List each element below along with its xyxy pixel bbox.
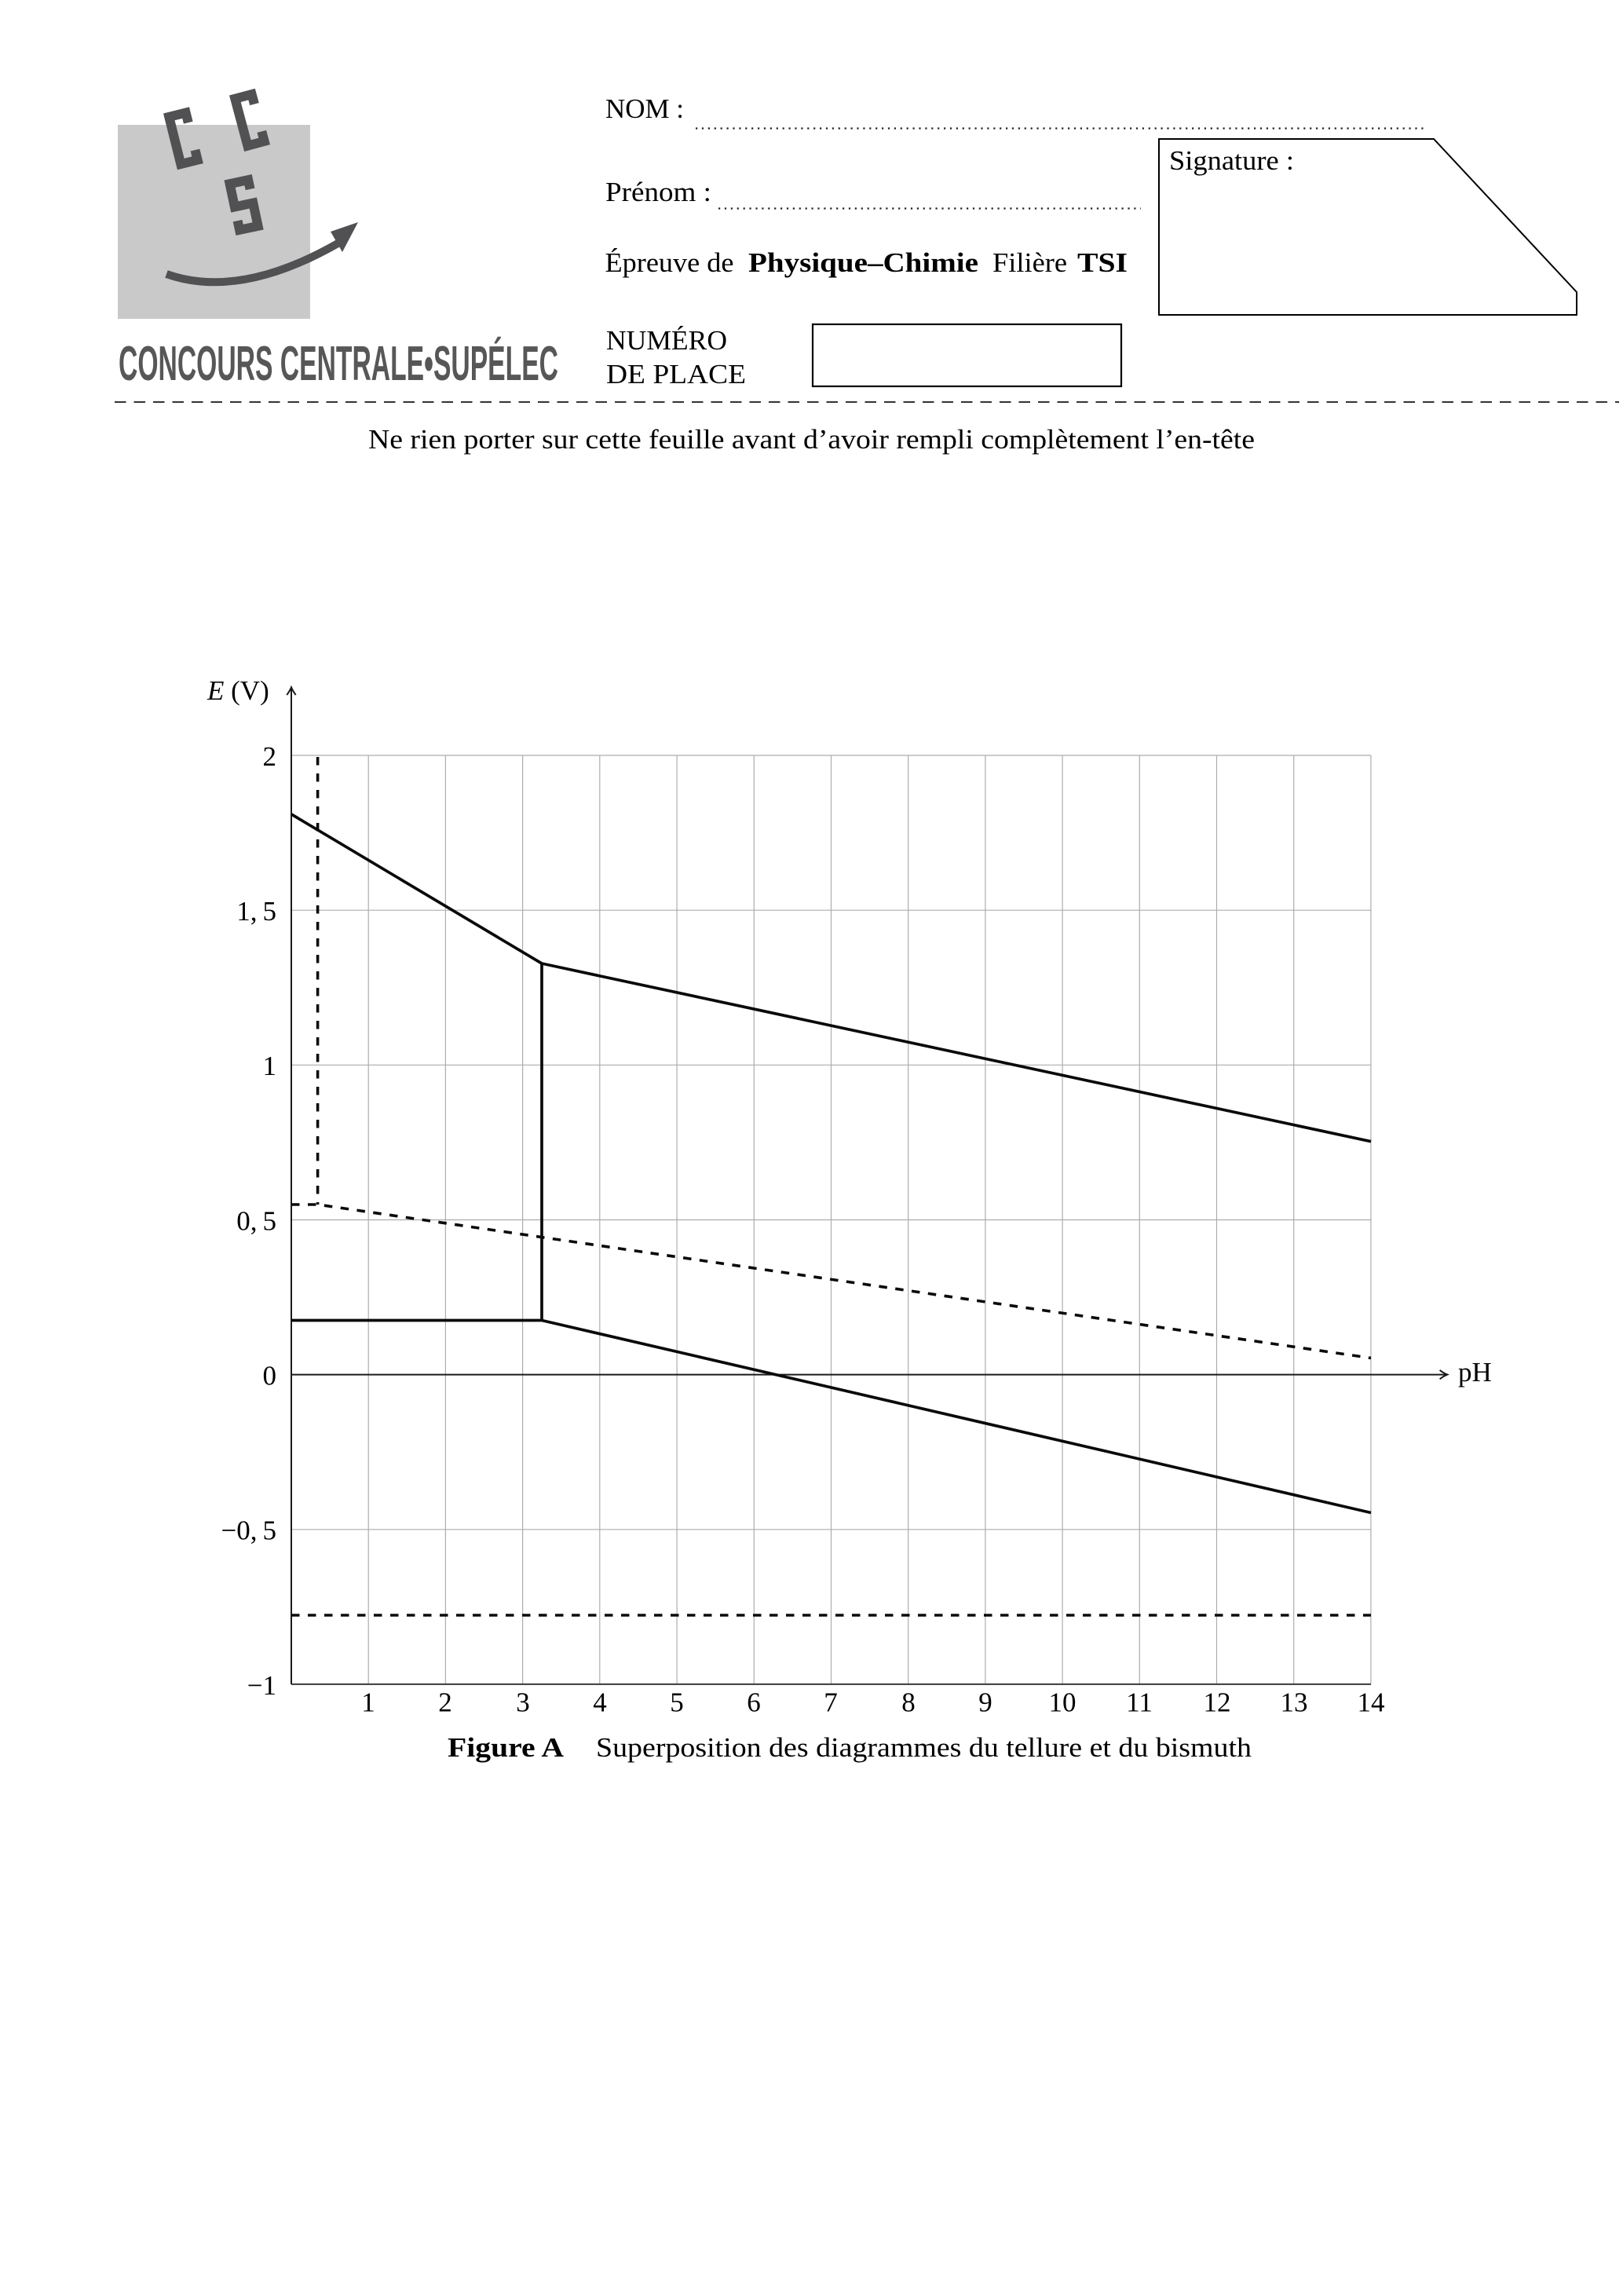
svg-text:10: 10 xyxy=(1049,1687,1077,1718)
svg-text:TSI: TSI xyxy=(1077,247,1128,278)
svg-text:0, 5: 0, 5 xyxy=(236,1206,276,1237)
svg-text:−1: −1 xyxy=(247,1670,276,1701)
svg-text:pH: pH xyxy=(1458,1357,1492,1387)
svg-text:NUMÉRO: NUMÉRO xyxy=(606,325,727,356)
svg-text:8: 8 xyxy=(901,1687,916,1718)
svg-text:Signature :: Signature : xyxy=(1169,145,1294,176)
svg-text:1, 5: 1, 5 xyxy=(236,896,276,927)
svg-text:5: 5 xyxy=(670,1687,684,1718)
svg-text:CONCOURS CENTRALE•SUPÉLEC: CONCOURS CENTRALE•SUPÉLEC xyxy=(119,337,558,391)
svg-text:9: 9 xyxy=(978,1687,992,1718)
svg-text:11: 11 xyxy=(1126,1687,1153,1718)
svg-text:13: 13 xyxy=(1281,1687,1308,1718)
svg-text:2: 2 xyxy=(263,741,277,772)
svg-text:Ne rien porter sur cette feuil: Ne rien porter sur cette feuille avant d… xyxy=(368,424,1255,455)
svg-text:3: 3 xyxy=(516,1687,530,1718)
svg-text:Figure A: Figure A xyxy=(448,1732,565,1763)
svg-text:NOM :: NOM : xyxy=(605,93,684,124)
svg-text:DE PLACE: DE PLACE xyxy=(606,359,746,389)
svg-text:E (V): E (V) xyxy=(207,675,269,706)
svg-text:1: 1 xyxy=(361,1687,375,1718)
svg-text:14: 14 xyxy=(1358,1687,1385,1718)
svg-text:Physique–Chimie: Physique–Chimie xyxy=(748,247,978,278)
svg-text:2: 2 xyxy=(438,1687,452,1718)
svg-text:Prénom :: Prénom : xyxy=(605,177,711,207)
svg-text:4: 4 xyxy=(593,1687,607,1718)
svg-text:1: 1 xyxy=(263,1051,277,1081)
svg-text:6: 6 xyxy=(747,1687,761,1718)
svg-text:Superposition des diagrammes d: Superposition des diagrammes du tellure … xyxy=(596,1732,1252,1763)
svg-text:−0, 5: −0, 5 xyxy=(221,1515,277,1546)
svg-text:12: 12 xyxy=(1204,1687,1231,1718)
svg-text:Filière: Filière xyxy=(992,247,1067,278)
svg-text:0: 0 xyxy=(263,1361,277,1391)
svg-text:7: 7 xyxy=(824,1687,838,1718)
svg-text:Épreuve de: Épreuve de xyxy=(605,247,734,278)
